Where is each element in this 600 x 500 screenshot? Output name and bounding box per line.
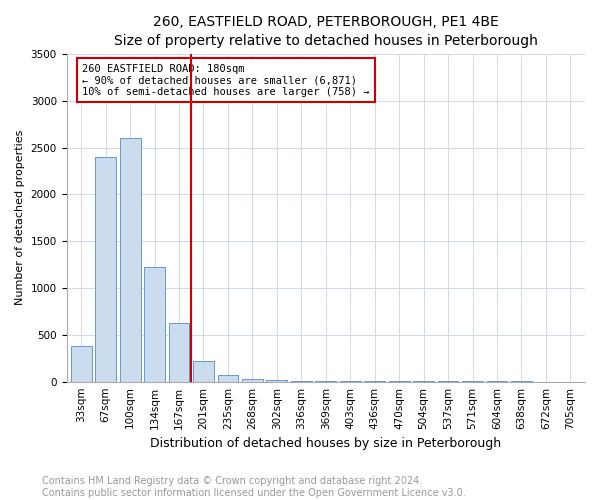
Bar <box>193 361 214 382</box>
Y-axis label: Number of detached properties: Number of detached properties <box>15 130 25 306</box>
Bar <box>120 138 140 382</box>
Text: Contains HM Land Registry data © Crown copyright and database right 2024.
Contai: Contains HM Land Registry data © Crown c… <box>42 476 466 498</box>
Bar <box>340 381 361 382</box>
Bar <box>242 379 263 382</box>
Bar <box>144 268 165 382</box>
Bar <box>169 322 190 382</box>
Bar <box>218 375 238 382</box>
Bar <box>266 380 287 382</box>
Text: 260 EASTFIELD ROAD: 180sqm
← 90% of detached houses are smaller (6,871)
10% of s: 260 EASTFIELD ROAD: 180sqm ← 90% of deta… <box>82 64 370 97</box>
Bar <box>71 346 92 382</box>
Title: 260, EASTFIELD ROAD, PETERBOROUGH, PE1 4BE
Size of property relative to detached: 260, EASTFIELD ROAD, PETERBOROUGH, PE1 4… <box>114 15 538 48</box>
X-axis label: Distribution of detached houses by size in Peterborough: Distribution of detached houses by size … <box>150 437 502 450</box>
Bar <box>95 157 116 382</box>
Bar <box>291 380 312 382</box>
Bar <box>316 381 336 382</box>
